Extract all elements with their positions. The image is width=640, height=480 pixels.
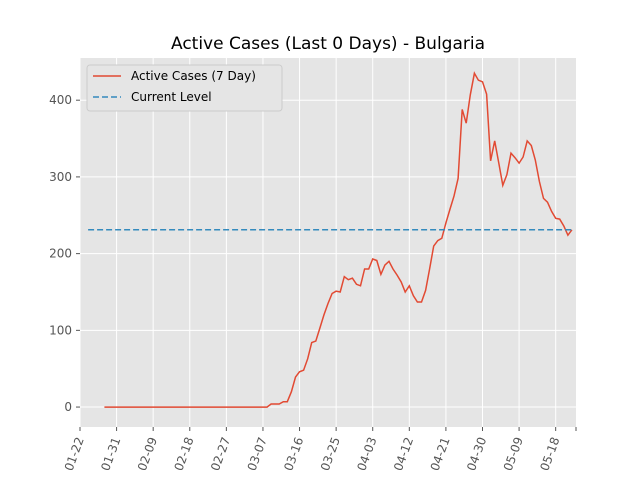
- y-tick-label: 0: [64, 400, 72, 414]
- series-lines: [88, 71, 573, 408]
- active-cases-line: [104, 71, 573, 408]
- chart-title: Active Cases (Last 0 Days) - Bulgaria: [171, 34, 485, 54]
- grid: [79, 58, 576, 427]
- x-tick-label: 03-07: [245, 435, 270, 473]
- legend-label: Current Level: [131, 90, 212, 104]
- y-tick-label: 300: [49, 170, 72, 184]
- x-tick-label: 02-27: [208, 435, 233, 473]
- y-tick-label: 200: [49, 247, 72, 261]
- x-tick-label: 04-03: [354, 435, 379, 473]
- x-tick-label: 04-30: [464, 435, 489, 473]
- x-tick-label: 03-25: [318, 435, 343, 473]
- x-tick-label: 03-16: [281, 435, 306, 473]
- y-tick-label: 400: [49, 93, 72, 107]
- legend-label: Active Cases (7 Day): [131, 69, 256, 83]
- legend-box: [86, 64, 283, 112]
- x-axis: 01-22 01-31 02-09 02-18 02-27 03-07 03-16 03-25…: [62, 427, 577, 473]
- x-tick-label: 04-12: [391, 435, 416, 473]
- x-tick-label: 05-18: [537, 435, 562, 473]
- x-tick-label: 02-18: [172, 435, 197, 473]
- x-tick-label: 05-09: [501, 435, 526, 473]
- y-axis: 0 100 200 300 400: [49, 93, 80, 414]
- y-tick-label: 100: [49, 323, 72, 337]
- x-tick-label: 01-22: [62, 435, 87, 473]
- legend: Active Cases (7 Day) Current Level: [86, 64, 283, 112]
- plot-area: [80, 58, 576, 427]
- x-tick-label: 04-21: [428, 435, 453, 473]
- x-tick-label: 02-09: [135, 435, 160, 473]
- x-tick-label: 01-31: [98, 435, 123, 473]
